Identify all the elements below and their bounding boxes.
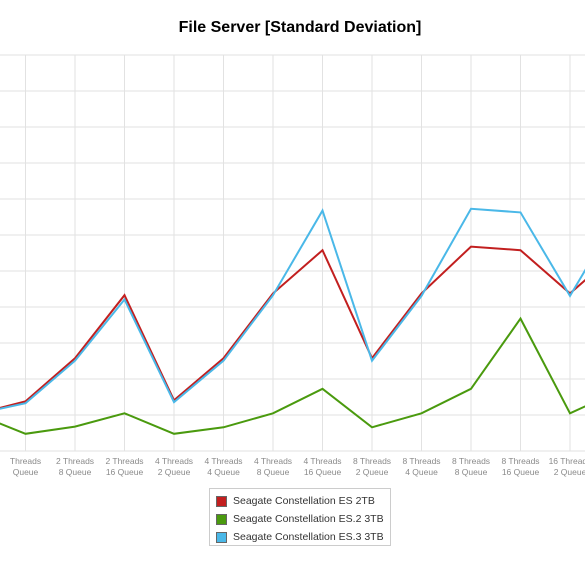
x-tick-label: 8 Threads 16 Queue — [501, 456, 539, 477]
legend-item-series-1[interactable]: Seagate Constellation ES 2TB — [216, 492, 390, 510]
series-line-3[interactable] — [0, 207, 585, 414]
series-lines — [0, 207, 585, 435]
x-tick-label: 4 Threads 16 Queue — [303, 456, 341, 477]
x-tick-label: 4 Threads 4 Queue — [204, 456, 242, 477]
legend-label-series-3: Seagate Constellation ES.3 3TB — [233, 531, 384, 543]
legend-label-series-1: Seagate Constellation ES 2TB — [233, 495, 375, 507]
x-tick-label: 8 Threads 2 Queue — [353, 456, 391, 477]
x-axis-tick-labels: Threads Queue 2 Threads 8 Queue 2 Threads 16 … — [10, 456, 585, 477]
x-tick-label: 2 Threads 8 Queue — [56, 456, 94, 477]
legend-item-series-3[interactable]: Seagate Constellation ES.3 3TB — [216, 528, 390, 546]
legend-swatch-series-3 — [216, 531, 227, 543]
x-tick-label: 2 Threads 16 Queue — [105, 456, 143, 477]
legend-swatch-series-2 — [216, 513, 227, 525]
x-tick-label: 8 Threads 8 Queue — [452, 456, 490, 477]
x-tick-label: 8 Threads 4 Queue — [402, 456, 440, 477]
series-line-2[interactable] — [0, 316, 585, 435]
x-tick-label: 4 Threads 8 Queue — [254, 456, 292, 477]
grid — [0, 54, 585, 452]
x-tick-label: 4 Threads 2 Queue — [155, 456, 193, 477]
legend-label-series-2: Seagate Constellation ES.2 3TB — [233, 513, 384, 525]
series-line-1[interactable] — [0, 245, 585, 414]
legend-swatch-series-1 — [216, 495, 227, 507]
legend-item-series-2[interactable]: Seagate Constellation ES.2 3TB — [216, 510, 390, 528]
x-tick-label: Threads Queue — [10, 456, 41, 477]
legend: Seagate Constellation ES 2TB Seagate Con… — [209, 488, 391, 546]
chart-title: File Server [Standard Deviation] — [178, 19, 422, 36]
